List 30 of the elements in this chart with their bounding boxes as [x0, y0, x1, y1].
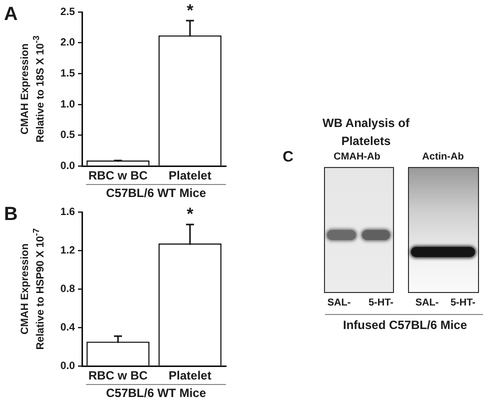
y-tick-label: 2.0	[60, 36, 76, 49]
y-tick-label: 0.5	[60, 129, 76, 142]
text: C	[282, 148, 294, 166]
y-tick-label: 2.5	[60, 6, 76, 18]
text: B	[4, 204, 18, 225]
y-tick-label: 1.6	[60, 206, 76, 218]
text: 5-HT-	[450, 297, 476, 309]
x-tick-label: Platelet	[168, 168, 212, 183]
x-axis-title: C57BL/6 WT Mice	[106, 186, 206, 201]
text: CMAH-Ab	[334, 151, 380, 163]
text: SAL-	[415, 297, 439, 309]
text: Infused C57BL/6 Mice	[342, 318, 468, 333]
annotation: *	[186, 0, 194, 20]
text: 5-HT-	[368, 297, 394, 309]
x-tick-label: RBC w BC	[88, 368, 148, 383]
y-tick-label: 1.0	[60, 98, 76, 110]
text: Actin-Ab	[422, 151, 464, 163]
y-tick-label: 0.0	[60, 360, 76, 372]
y-tick-label: 0.8	[60, 282, 76, 295]
annotation: *	[186, 204, 194, 224]
y-tick-label: 1.2	[60, 244, 76, 256]
text: SAL-	[327, 297, 351, 309]
x-axis-title: C57BL/6 WT Mice	[106, 386, 206, 401]
x-tick-label: Platelet	[168, 368, 212, 383]
y-tick-label: 1.5	[60, 67, 76, 80]
x-tick-label: RBC w BC	[88, 168, 148, 183]
text: WB Analysis of Platelets	[322, 115, 410, 150]
y-tick-label: 0.4	[60, 321, 76, 334]
y-tick-label: 0.0	[60, 160, 76, 172]
text: A	[4, 4, 18, 25]
